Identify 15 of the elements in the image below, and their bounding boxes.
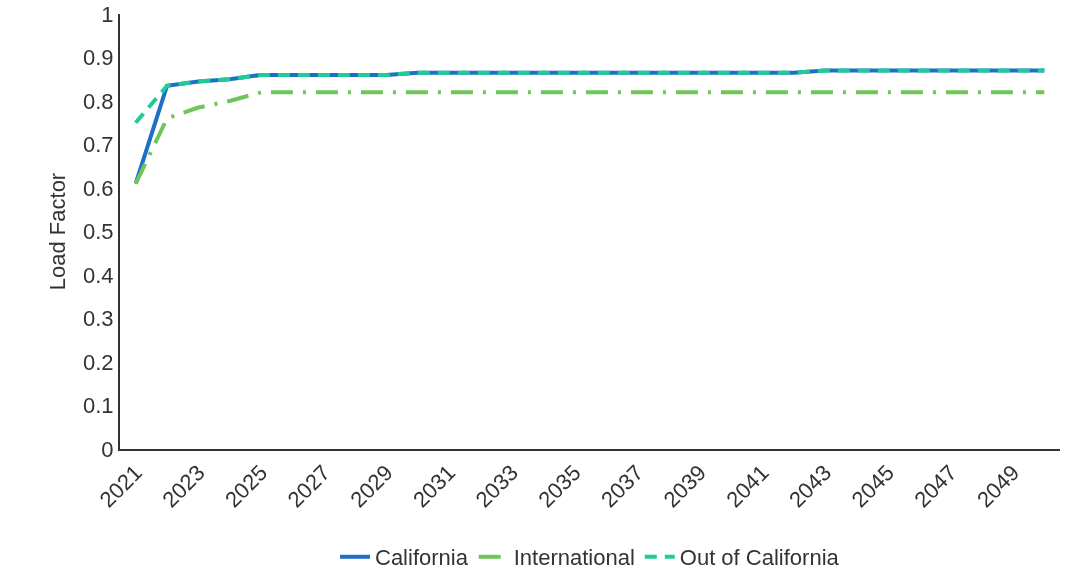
- y-tick-label: 1: [101, 1, 114, 27]
- legend-label: Out of California: [679, 545, 840, 571]
- y-tick-label: 0.5: [83, 219, 114, 245]
- y-tick-label: 0.7: [83, 132, 114, 158]
- y-tick-label: 0.1: [83, 393, 114, 419]
- y-tick-label: 0.9: [83, 45, 114, 71]
- y-tick-label: 0.3: [83, 306, 114, 332]
- y-axis-title: Load Factor: [45, 172, 70, 291]
- legend-label: California: [375, 545, 469, 571]
- legend-label: International: [513, 545, 635, 571]
- y-tick-label: 0: [101, 436, 114, 462]
- y-tick-label: 0.4: [83, 262, 114, 288]
- y-tick-label: 0.8: [83, 88, 114, 114]
- y-tick-label: 0.2: [83, 349, 114, 375]
- y-tick-label: 0.6: [83, 175, 114, 201]
